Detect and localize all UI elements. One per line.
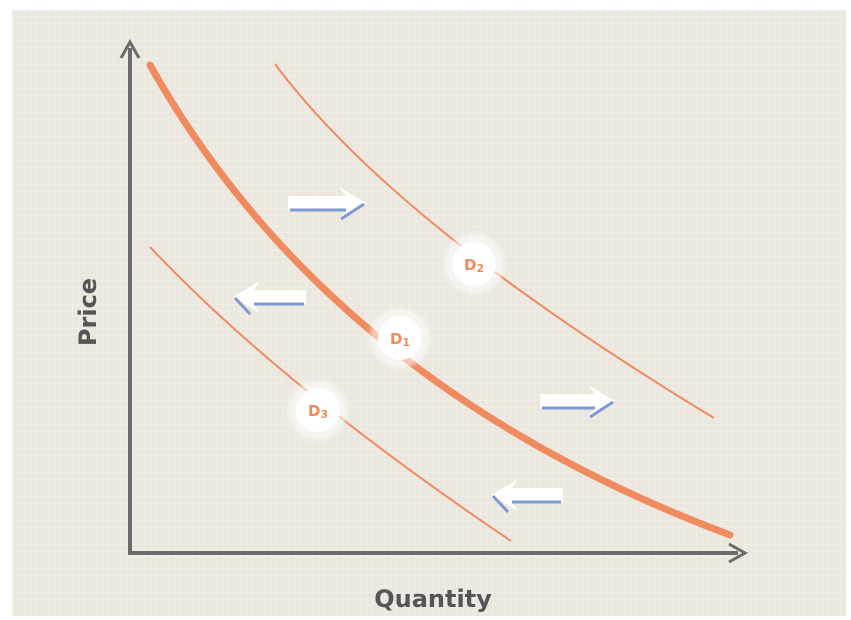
shift-arrow-left-upper bbox=[233, 281, 306, 316]
svg-text:D1: D1 bbox=[390, 330, 410, 349]
y-axis-arrowhead bbox=[119, 38, 141, 59]
shift-arrow-left-lower bbox=[491, 479, 563, 514]
d3-letter: D bbox=[308, 402, 320, 420]
x-axis-arrowhead bbox=[728, 542, 749, 564]
shift-arrow-right-lower bbox=[540, 385, 615, 419]
curve-label-d2: D2 bbox=[444, 234, 504, 294]
d1-letter: D bbox=[390, 330, 402, 348]
demand-curve-d2 bbox=[274, 63, 715, 419]
diagram-canvas bbox=[12, 10, 846, 616]
svg-text:D2: D2 bbox=[464, 256, 484, 275]
x-axis-title: Quantity bbox=[374, 585, 492, 613]
d2-subscript: 2 bbox=[476, 262, 484, 275]
shift-arrow-right-upper bbox=[288, 187, 366, 221]
y-axis-title: Price bbox=[74, 278, 102, 346]
d2-letter: D bbox=[464, 256, 476, 274]
d3-subscript: 3 bbox=[320, 408, 328, 421]
d1-subscript: 1 bbox=[402, 336, 410, 349]
svg-text:D3: D3 bbox=[308, 402, 328, 421]
curve-label-d3: D3 bbox=[288, 380, 348, 440]
curve-label-d1: D1 bbox=[370, 308, 430, 368]
